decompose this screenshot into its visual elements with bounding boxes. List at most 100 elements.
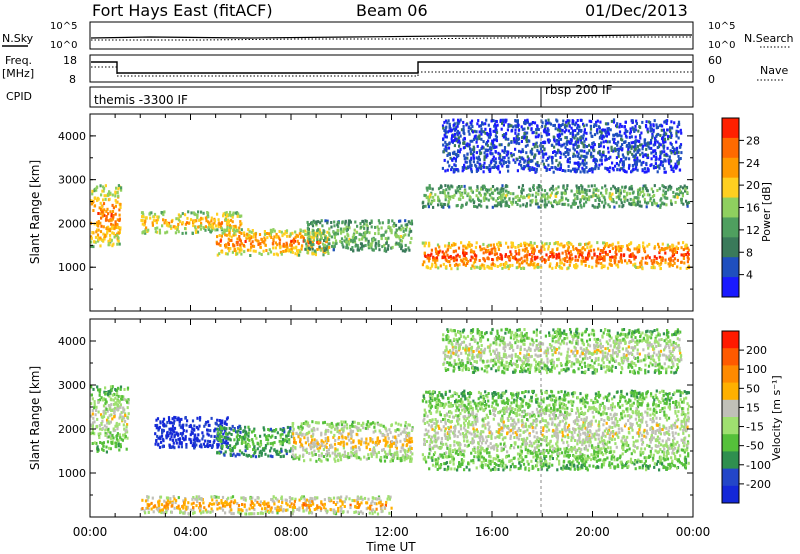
heatmap-cell	[528, 263, 531, 267]
heatmap-cell	[342, 428, 345, 432]
heatmap-cell	[156, 230, 159, 234]
heatmap-cell	[518, 248, 521, 252]
heatmap-cell	[611, 137, 615, 141]
heatmap-cell	[204, 216, 207, 220]
heatmap-cell	[192, 438, 195, 442]
heatmap-cell	[466, 194, 469, 198]
heatmap-cell	[205, 420, 208, 424]
colorbar-tick-label: 20	[746, 179, 760, 192]
heatmap-cell	[324, 236, 327, 240]
heatmap-cell	[110, 413, 113, 417]
heatmap-cell	[658, 166, 661, 170]
heatmap-cell	[108, 190, 111, 194]
heatmap-cell	[638, 188, 641, 192]
heatmap-cell	[601, 264, 604, 268]
heatmap-cell	[253, 445, 256, 449]
heatmap-cell	[685, 266, 688, 270]
heatmap-cell	[286, 425, 289, 429]
heatmap-cell	[526, 258, 529, 262]
heatmap-cell	[680, 253, 683, 257]
heatmap-cell	[511, 241, 514, 245]
heatmap-cell	[521, 127, 524, 131]
heatmap-cell	[476, 187, 479, 191]
heatmap-cell	[598, 143, 601, 146]
heatmap-cell	[427, 195, 431, 199]
heatmap-cell	[96, 417, 99, 421]
heatmap-cell	[624, 259, 627, 263]
heatmap-cell	[110, 403, 113, 406]
heatmap-cell	[500, 190, 503, 194]
heatmap-cell	[111, 433, 114, 437]
heatmap-cell	[164, 231, 167, 235]
heatmap-cell	[551, 143, 554, 147]
station-title: Fort Hays East (fitACF)	[92, 1, 273, 20]
heatmap-cell	[382, 438, 385, 442]
heatmap-cell	[369, 244, 372, 248]
heatmap-cell	[496, 204, 499, 208]
heatmap-cell	[248, 229, 251, 233]
heatmap-cell	[593, 133, 597, 137]
heatmap-cell	[116, 218, 119, 222]
heatmap-cell	[284, 249, 287, 252]
heatmap-cell	[232, 233, 235, 237]
heatmap-cell	[168, 445, 171, 449]
heatmap-cell	[556, 133, 559, 137]
heatmap-cell	[552, 252, 555, 256]
heatmap-cell	[577, 144, 580, 148]
heatmap-cell	[674, 151, 677, 155]
heatmap-cell	[92, 416, 95, 420]
heatmap-cell	[525, 151, 528, 155]
heatmap-cell	[640, 161, 643, 165]
heatmap-cell	[447, 255, 450, 259]
heatmap-cell	[252, 448, 255, 452]
heatmap-cell	[282, 454, 285, 458]
heatmap-cell	[97, 401, 100, 404]
heatmap-cell	[528, 193, 531, 197]
heatmap-cell	[624, 134, 628, 138]
heatmap-cell	[480, 204, 483, 208]
heatmap-cell	[127, 412, 130, 416]
heatmap-cell	[553, 139, 556, 143]
heatmap-cell	[663, 144, 666, 148]
heatmap-cell	[470, 119, 474, 123]
heatmap-cell	[664, 119, 667, 123]
heatmap-cell	[637, 191, 640, 195]
heatmap-cell	[400, 224, 403, 228]
heatmap-cell	[269, 427, 272, 431]
heatmap-cell	[602, 140, 605, 144]
heatmap-cell	[641, 144, 644, 148]
heatmap-cell	[300, 247, 303, 251]
heatmap-cell	[475, 151, 478, 155]
heatmap-cell	[551, 266, 554, 270]
heatmap-cell	[570, 138, 573, 142]
heatmap-cell	[618, 197, 621, 201]
heatmap-cell	[439, 191, 442, 195]
heatmap-cell	[532, 184, 535, 188]
heatmap-cell	[285, 434, 288, 438]
heatmap-cell	[607, 245, 610, 249]
heatmap-cell	[532, 130, 535, 134]
heatmap-cell	[546, 131, 549, 135]
heatmap-cell	[447, 119, 450, 123]
heatmap-cell	[617, 149, 620, 153]
heatmap-cell	[404, 424, 407, 428]
heatmap-cell	[196, 213, 199, 217]
heatmap-cell	[664, 170, 667, 174]
heatmap-cell	[367, 453, 370, 457]
heatmap-cell	[313, 231, 316, 235]
heatmap-cell	[494, 161, 498, 165]
heatmap-cell	[499, 162, 503, 166]
heatmap-cell	[104, 398, 107, 402]
heatmap-cell	[199, 443, 203, 447]
heatmap-cell	[377, 228, 380, 232]
heatmap-cell	[677, 120, 681, 124]
heatmap-cell	[236, 228, 239, 232]
heatmap-cell	[469, 243, 472, 246]
heatmap-cell	[232, 428, 235, 432]
heatmap-cell	[658, 251, 661, 255]
heatmap-cell	[298, 253, 301, 257]
freq-solid-trace	[91, 61, 692, 74]
heatmap-cell	[109, 420, 112, 424]
heatmap-cell	[289, 233, 292, 237]
